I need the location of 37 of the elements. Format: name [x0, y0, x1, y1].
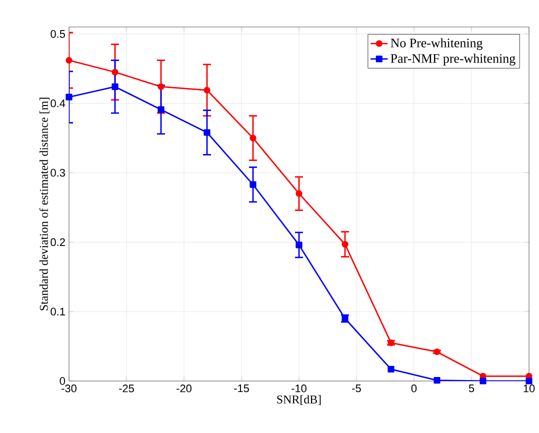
x-tick-label: 5: [468, 384, 474, 392]
point: [158, 83, 164, 90]
point: [158, 106, 164, 113]
y-axis-title: Standard deviation of estimated distance [m]: [39, 98, 50, 310]
legend-label: Par-NMF pre-whitening: [390, 54, 516, 66]
x-axis-title: SNR[dB]: [277, 395, 321, 406]
point: [296, 242, 302, 248]
point: [342, 240, 348, 248]
point: [250, 181, 256, 188]
y-tick-label: 0.1: [50, 308, 65, 316]
x-tick-label: -25: [119, 384, 134, 392]
x-tick-label: -15: [234, 384, 249, 392]
x-tick-label: 0: [411, 384, 417, 392]
point: [112, 68, 118, 76]
point: [204, 86, 210, 94]
y-tick-label: 0.5: [50, 30, 66, 38]
y-tick-label: 0.3: [50, 168, 65, 177]
point: [434, 348, 440, 356]
point: [204, 129, 210, 136]
point: [480, 378, 486, 384]
point: [434, 377, 440, 384]
y-tick-label: 0.4: [50, 99, 66, 108]
legend-label: No Pre-whitening: [390, 38, 483, 50]
y-tick-label: 0: [60, 377, 66, 385]
y-tick-label: 0.2: [50, 238, 65, 246]
point: [112, 83, 118, 90]
x-tick-label: -10: [292, 384, 306, 392]
point: [66, 57, 72, 64]
point: [526, 378, 532, 384]
x-tick-label: -20: [176, 384, 192, 392]
point: [296, 190, 302, 197]
point: [388, 366, 394, 372]
x-tick-label: -5: [352, 384, 361, 392]
point: [250, 134, 256, 142]
point: [66, 94, 72, 100]
x-tick-label: -30: [62, 384, 76, 392]
x-tick-label: 10: [524, 384, 535, 392]
